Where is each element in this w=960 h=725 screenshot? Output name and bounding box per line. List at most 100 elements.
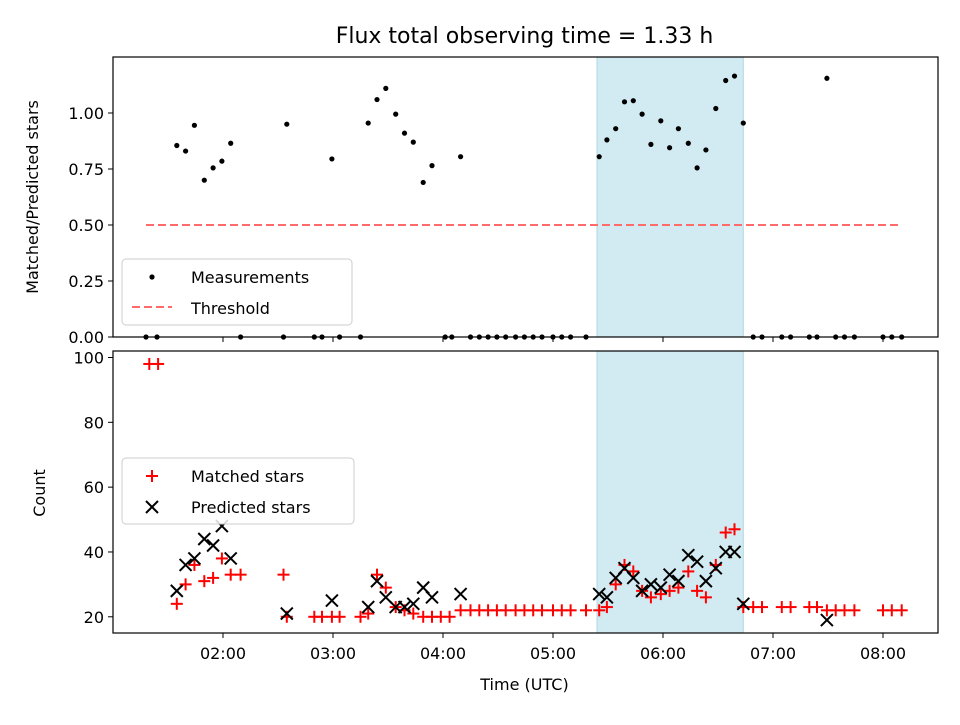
measurement-point: [429, 163, 435, 169]
predicted-point: [397, 600, 412, 614]
matched-point: [234, 568, 247, 581]
bottom-x-tick-label: 02:00: [200, 644, 246, 663]
matched-point: [371, 568, 383, 581]
matched-point: [379, 581, 392, 594]
matched-point: [333, 610, 346, 623]
matched-point: [719, 526, 732, 539]
top-y-tick-label: 0.25: [68, 272, 104, 291]
measurement-point: [713, 105, 719, 112]
measurement-point: [183, 148, 189, 154]
bottom-x-tick-label: 05:00: [530, 644, 576, 663]
top-legend-box: [121, 258, 353, 326]
top-axes-frame: [112, 56, 939, 338]
matched-point: [699, 591, 712, 604]
predicted-point: [820, 613, 834, 627]
predicted-point: [644, 577, 658, 592]
measurement-point: [613, 126, 619, 132]
predicted-point: [280, 606, 294, 621]
measurement-point: [410, 139, 416, 145]
top-y-tick-label: 0.00: [68, 328, 104, 347]
predicted-point: [592, 587, 606, 601]
bottom-y-tick-label: 20: [84, 608, 104, 627]
matched-point: [627, 565, 640, 578]
predicted-point: [187, 551, 202, 566]
top-highlight-span: [596, 56, 744, 338]
predicted-point: [170, 584, 184, 598]
measurement-point: [685, 140, 691, 146]
matched-point: [407, 607, 420, 620]
legend-predicted-label: Predicted stars: [191, 498, 311, 517]
predicted-point: [370, 574, 384, 588]
matched-point: [362, 607, 375, 620]
top-y-tick-label: 0.75: [68, 160, 104, 179]
bottom-matched-points: [143, 357, 908, 623]
matched-point: [609, 578, 622, 591]
measurement-point: [329, 156, 335, 162]
measurement-point: [723, 77, 729, 84]
matched-point: [600, 601, 613, 614]
measurement-point: [740, 120, 746, 126]
measurement-point: [675, 126, 682, 132]
legend-matched-marker: [146, 470, 158, 482]
measurement-point: [604, 137, 610, 143]
matched-point: [811, 601, 823, 614]
bottom-predicted-points: [170, 519, 834, 627]
top-panel: 0.00 0.25 0.50 0.75 1.00 Matched/Predicted s…: [23, 56, 939, 347]
measurement-point: [210, 165, 216, 171]
bottom-y-tick-label: 100: [73, 348, 104, 367]
measurement-point: [191, 122, 197, 128]
predicted-point: [197, 532, 212, 546]
measurement-point: [365, 120, 371, 126]
bottom-legend: Matched stars Predicted stars: [121, 457, 355, 525]
matched-point: [198, 575, 211, 588]
predicted-point: [178, 558, 193, 572]
matched-point: [179, 578, 192, 591]
matched-point: [215, 552, 228, 565]
matched-point: [580, 604, 592, 617]
matched-point: [728, 523, 741, 536]
matched-point: [152, 357, 165, 370]
legend-matched-label: Matched stars: [191, 467, 304, 486]
predicted-point: [654, 580, 668, 595]
matched-point: [691, 584, 704, 597]
measurement-point: [824, 75, 830, 81]
bottom-x-tick-label: 06:00: [640, 644, 686, 663]
bottom-y-tick-label: 80: [84, 413, 104, 432]
predicted-point: [406, 597, 421, 611]
top-x-ticks: [222, 337, 884, 342]
predicted-point: [709, 561, 723, 575]
bottom-x-tick-label: 04:00: [420, 644, 466, 663]
bottom-panel: 20 40 60 80 100 02:00 03:00 04:00 05:00 06:00 07:…: [30, 348, 939, 694]
predicted-point: [671, 574, 686, 588]
matched-point: [443, 610, 456, 623]
bottom-y-ticks: 20 40 60 80 100: [73, 348, 113, 627]
top-y-ticks: 0.00 0.25 0.50 0.75 1.00: [68, 104, 113, 347]
measurement-point: [284, 121, 290, 127]
legend-threshold-label: Threshold: [190, 299, 270, 318]
predicted-point: [325, 593, 339, 608]
legend-measurements-marker: [149, 274, 155, 280]
matched-point: [756, 601, 768, 614]
matched-point: [170, 597, 183, 610]
predicted-point: [425, 590, 439, 605]
measurement-point: [648, 141, 654, 147]
measurement-point: [667, 145, 673, 151]
predicted-point: [736, 597, 751, 611]
matched-point: [593, 604, 606, 617]
predicted-point: [206, 538, 220, 553]
matched-point: [682, 565, 695, 578]
top-y-axis-label: Matched/Predicted stars: [23, 100, 42, 294]
predicted-point: [361, 600, 375, 614]
matched-point: [848, 604, 861, 617]
measurement-point: [420, 179, 426, 186]
bottom-x-tick-label: 07:00: [750, 644, 796, 663]
predicted-point: [681, 548, 696, 562]
top-y-tick-label: 0.50: [68, 216, 104, 235]
matched-point: [564, 604, 577, 617]
top-highlight-rect: [596, 56, 744, 338]
bottom-y-tick-label: 40: [84, 543, 104, 562]
predicted-point: [699, 574, 713, 588]
matched-point: [536, 604, 548, 617]
